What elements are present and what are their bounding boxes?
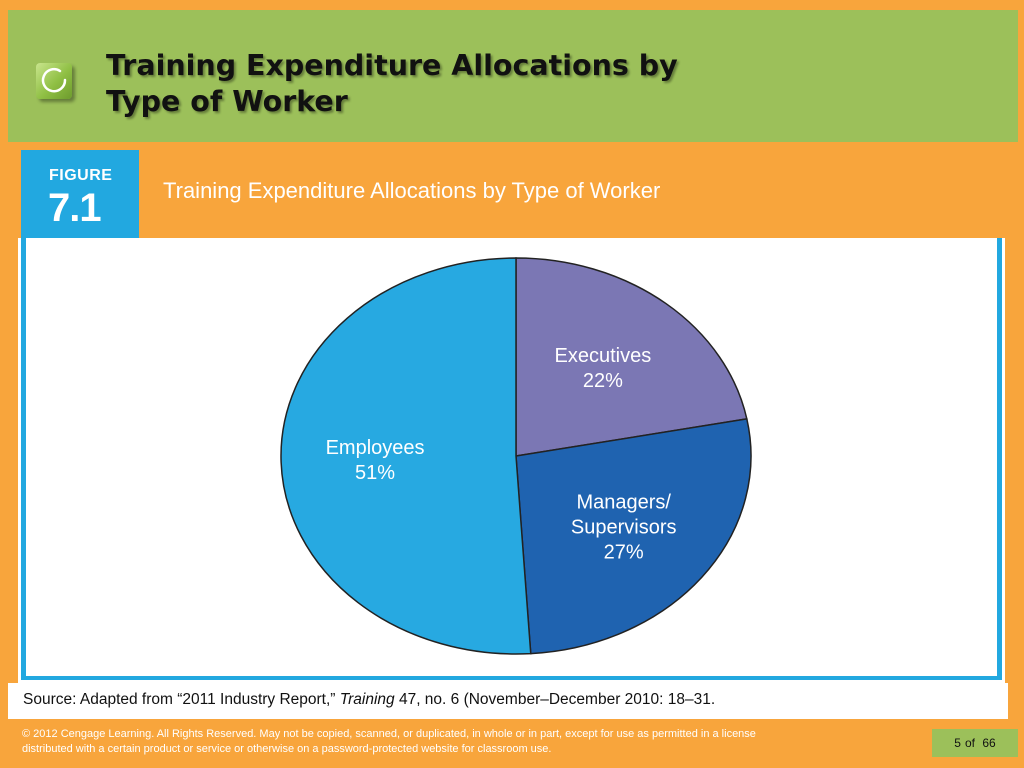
slice-category-label: Employees xyxy=(326,437,425,459)
source-strip: Source: Adapted from “2011 Industry Repo… xyxy=(8,683,1008,719)
source-prefix: Source: Adapted from “2011 Industry Repo… xyxy=(23,691,340,708)
slide-title: Training Expenditure Allocations by Type… xyxy=(106,49,678,118)
slice-value-label: 22% xyxy=(583,370,623,392)
pie-slice-executives xyxy=(515,257,748,457)
page-total: 66 xyxy=(982,736,996,750)
source-suffix: 47, no. 6 (November–December 2010: 18–31… xyxy=(394,691,716,708)
slice-category-label: Executives xyxy=(555,345,652,367)
pie-slice-employees xyxy=(280,257,532,655)
slice-category-label: Managers/ xyxy=(576,491,671,513)
source-note: Source: Adapted from “2011 Industry Repo… xyxy=(23,691,715,709)
figure-header: FIGURE 7.1 Training Expenditure Allocati… xyxy=(18,147,1005,238)
page-current: 5 xyxy=(954,736,961,750)
figure-number: 7.1 xyxy=(48,186,102,230)
figure-panel: FIGURE 7.1 Training Expenditure Allocati… xyxy=(18,147,1005,683)
copyright-notice: © 2012 Cengage Learning. All Rights Rese… xyxy=(22,728,756,755)
figure-body: Executives 22% Managers/Supervisors 27% Empl… xyxy=(21,238,1002,680)
figure-title: Training Expenditure Allocations by Type… xyxy=(163,178,661,203)
figure-badge: FIGURE 7.1 xyxy=(21,150,139,238)
page-counter: 5 of 66 xyxy=(932,729,1018,757)
source-journal: Training xyxy=(339,691,395,708)
slide-bullet-icon xyxy=(36,63,72,99)
slice-value-label: 51% xyxy=(355,462,395,484)
title-bar xyxy=(8,10,1018,142)
slice-category-label: Supervisors xyxy=(571,516,677,538)
slice-value-label: 27% xyxy=(604,541,644,563)
figure-label: FIGURE xyxy=(49,167,113,184)
pie-slice-managers-supervisors xyxy=(515,418,752,655)
page-of-label: of xyxy=(964,736,975,750)
pie-chart: Executives 22% Managers/Supervisors 27% Empl… xyxy=(280,257,752,655)
